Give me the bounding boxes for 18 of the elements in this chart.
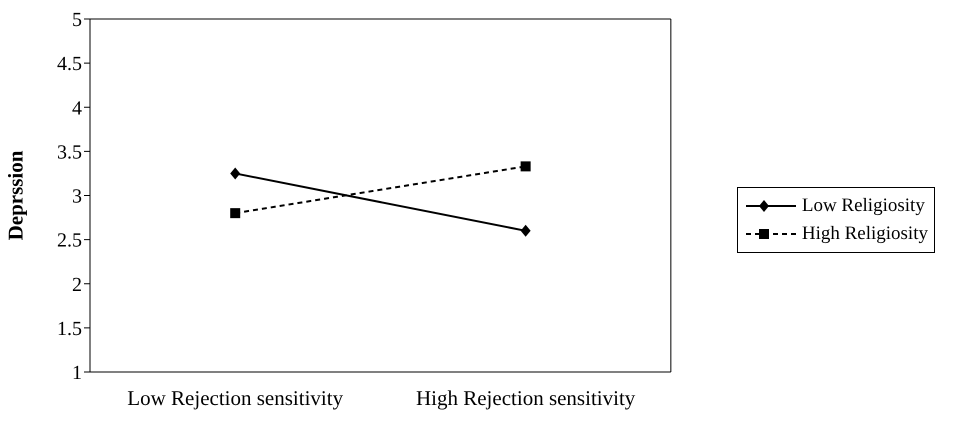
point: [520, 161, 531, 172]
y-tick-label: 5: [72, 9, 82, 32]
point: [230, 208, 240, 218]
y-tick-label: 4.5: [57, 53, 82, 76]
y-tick-label: 2: [72, 274, 82, 296]
x-tick-label: Low Rejection sensitivity: [127, 386, 344, 410]
y-tick-label: 4: [72, 97, 82, 120]
point: [230, 167, 240, 180]
y-tick-label: 3.5: [57, 141, 82, 164]
legend-label: Low Religiosity: [802, 194, 925, 218]
y-tick-label: 2.5: [57, 230, 82, 252]
y-tick-label: 3: [72, 186, 82, 208]
legend-label: High Religiosity: [802, 222, 928, 246]
point: [520, 224, 531, 237]
x-tick-label: High Rejection sensitivity: [416, 386, 636, 410]
y-tick-label: 1.5: [57, 318, 82, 340]
y-axis-title: Deprssion: [3, 150, 28, 240]
y-tick-label: 1: [72, 362, 82, 384]
